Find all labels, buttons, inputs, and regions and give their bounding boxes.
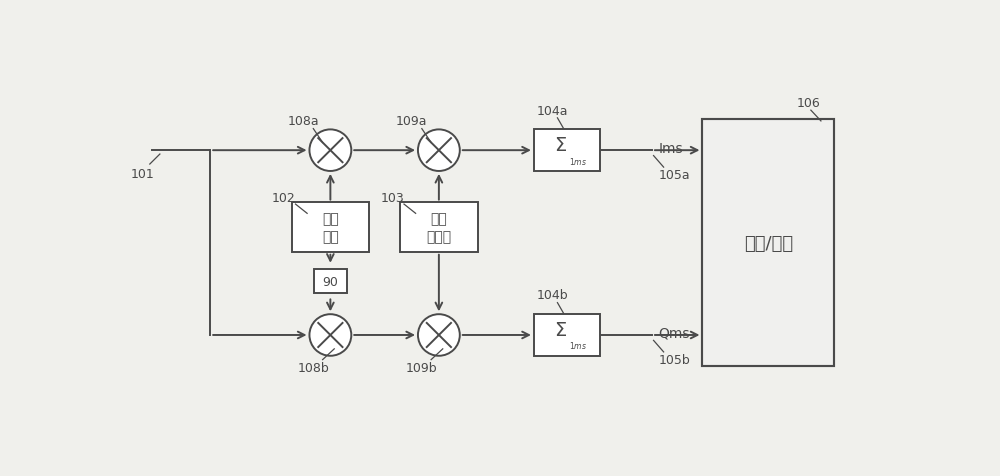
Circle shape	[418, 130, 460, 172]
Text: 本地: 本地	[322, 211, 339, 226]
Text: 109a: 109a	[396, 115, 428, 128]
Text: 106: 106	[797, 97, 820, 109]
Text: 本地: 本地	[430, 211, 447, 226]
Text: $1ms$: $1ms$	[569, 340, 587, 351]
Text: Ims: Ims	[658, 141, 683, 156]
Circle shape	[418, 315, 460, 356]
Bar	[314, 269, 347, 294]
Text: 108b: 108b	[297, 361, 329, 374]
Text: 扩频码: 扩频码	[426, 230, 451, 244]
Bar	[534, 314, 600, 357]
Text: $1ms$: $1ms$	[569, 155, 587, 166]
Text: 104a: 104a	[537, 104, 569, 118]
Bar	[534, 130, 600, 172]
Bar	[400, 203, 478, 253]
Text: 105a: 105a	[658, 169, 690, 182]
Text: Qms: Qms	[658, 326, 690, 340]
Text: $\Sigma$: $\Sigma$	[554, 136, 567, 155]
Circle shape	[309, 130, 351, 172]
Circle shape	[309, 315, 351, 356]
Text: 捕获/检测: 捕获/检测	[744, 234, 793, 252]
Text: 108a: 108a	[287, 115, 319, 128]
Text: $\Sigma$: $\Sigma$	[554, 320, 567, 339]
Text: 101: 101	[130, 168, 154, 180]
Text: 104b: 104b	[537, 289, 569, 302]
Text: 90: 90	[322, 275, 338, 288]
Bar	[292, 203, 369, 253]
Text: 105b: 105b	[658, 353, 690, 367]
Text: 载波: 载波	[322, 230, 339, 244]
Text: 109b: 109b	[406, 361, 438, 374]
Text: 103: 103	[380, 192, 404, 205]
Text: 102: 102	[272, 192, 296, 205]
Bar	[702, 120, 834, 366]
